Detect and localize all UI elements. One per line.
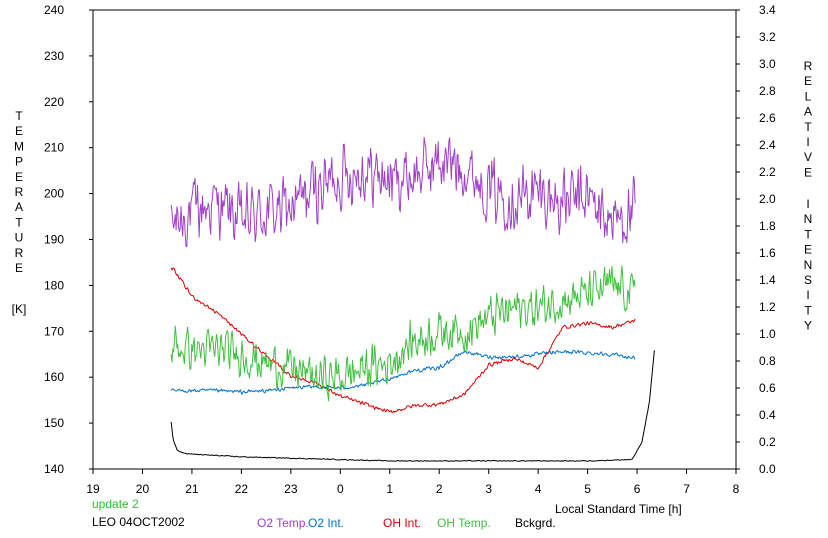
x-tick-label: 6: [634, 482, 641, 496]
right-axis-label-letter: N: [804, 258, 813, 272]
left-tick-label: 240: [44, 3, 64, 17]
series-line: [170, 265, 636, 402]
legend-entry: Bckgrd.: [515, 516, 556, 530]
legend-entry: O2 Temp.: [257, 516, 309, 530]
right-axis-label-letter: E: [804, 243, 812, 257]
left-tick-label: 200: [44, 187, 64, 201]
right-tick-label: 1.8: [759, 219, 776, 233]
right-axis-label-letter: T: [804, 303, 812, 317]
left-axis-label-letter: M: [14, 139, 24, 153]
right-axis-label-letter: R: [804, 59, 813, 73]
x-tick-label: 22: [235, 482, 249, 496]
right-axis-label-letter: T: [804, 227, 812, 241]
x-tick-label: 1: [386, 482, 393, 496]
right-tick-label: 0.0: [759, 462, 776, 476]
right-tick-label: 3.4: [759, 3, 776, 17]
left-axis-label-letter: T: [15, 215, 23, 229]
x-tick-label: 20: [136, 482, 150, 496]
station-label: LEO 04OCT2002: [92, 515, 185, 529]
right-axis-label-letter: N: [804, 212, 813, 226]
right-tick-label: 1.4: [759, 273, 776, 287]
right-axis-label-letter: S: [804, 273, 812, 287]
right-tick-label: 1.2: [759, 300, 776, 314]
right-tick-label: 2.8: [759, 84, 776, 98]
left-axis-label-letter: E: [15, 170, 23, 184]
left-tick-label: 210: [44, 141, 64, 155]
right-tick-label: 0.2: [759, 435, 776, 449]
right-axis-label-letter: I: [806, 135, 809, 149]
right-axis-label-letter: Y: [804, 319, 812, 333]
legend-entry: O2 Int.: [308, 516, 344, 530]
right-tick-label: 2.4: [759, 138, 776, 152]
update-label: update 2: [92, 497, 139, 511]
series-line: [170, 136, 636, 248]
right-axis-label-letter: I: [806, 288, 809, 302]
x-tick-label: 21: [185, 482, 199, 496]
x-axis-label: Local Standard Time [h]: [555, 502, 682, 516]
x-tick-label: 4: [535, 482, 542, 496]
right-tick-label: 2.0: [759, 192, 776, 206]
series-line: [170, 267, 636, 413]
x-tick-label: 3: [485, 482, 492, 496]
right-axis-label-letter: T: [804, 120, 812, 134]
left-axis-unit: [K]: [12, 302, 27, 316]
right-tick-label: 3.2: [759, 30, 776, 44]
legend-entry: OH Temp.: [437, 516, 491, 530]
x-tick-label: 2: [436, 482, 443, 496]
right-tick-label: 3.0: [759, 57, 776, 71]
axis-layer: 19 20 21 22 23 0 1 2 3 4 5 6 7 8140150160170180190200…: [12, 3, 813, 530]
right-tick-label: 0.4: [759, 408, 776, 422]
right-tick-label: 1.6: [759, 246, 776, 260]
series-line: [170, 349, 636, 395]
right-axis-label-letter: A: [804, 105, 812, 119]
right-tick-label: 2.2: [759, 165, 776, 179]
x-tick-label: 5: [584, 482, 591, 496]
left-tick-label: 150: [44, 416, 64, 430]
right-axis-label-letter: V: [804, 150, 812, 164]
right-axis-label-letter: L: [805, 89, 812, 103]
x-tick-label: 23: [284, 482, 298, 496]
right-tick-label: 1.0: [759, 327, 776, 341]
right-tick-label: 0.6: [759, 381, 776, 395]
left-tick-label: 180: [44, 278, 64, 292]
left-axis-label-letter: R: [15, 185, 24, 199]
series-layer: [170, 136, 655, 462]
left-tick-label: 140: [44, 462, 64, 476]
right-tick-label: 0.8: [759, 354, 776, 368]
right-axis-label-letter: E: [804, 165, 812, 179]
left-axis-label-letter: A: [15, 200, 23, 214]
left-axis-label-letter: R: [15, 246, 24, 260]
right-axis-label-letter: I: [806, 197, 809, 211]
plot-frame: [92, 9, 737, 470]
x-tick-label: 7: [683, 482, 690, 496]
left-tick-label: 220: [44, 95, 64, 109]
left-tick-label: 170: [44, 324, 64, 338]
right-tick-label: 2.6: [759, 111, 776, 125]
series-line: [170, 350, 655, 462]
left-tick-label: 160: [44, 370, 64, 384]
left-axis-label-letter: E: [15, 124, 23, 138]
left-axis-label-letter: T: [15, 109, 23, 123]
x-tick-label: 8: [733, 482, 740, 496]
left-tick-label: 190: [44, 233, 64, 247]
x-tick-label: 0: [337, 482, 344, 496]
right-axis-label-letter: E: [804, 74, 812, 88]
left-axis-label-letter: P: [15, 155, 23, 169]
left-axis-label-letter: U: [15, 231, 24, 245]
left-tick-label: 230: [44, 49, 64, 63]
legend-entry: OH Int.: [383, 516, 421, 530]
left-axis-label-letter: E: [15, 261, 23, 275]
x-tick-label: 19: [86, 482, 100, 496]
